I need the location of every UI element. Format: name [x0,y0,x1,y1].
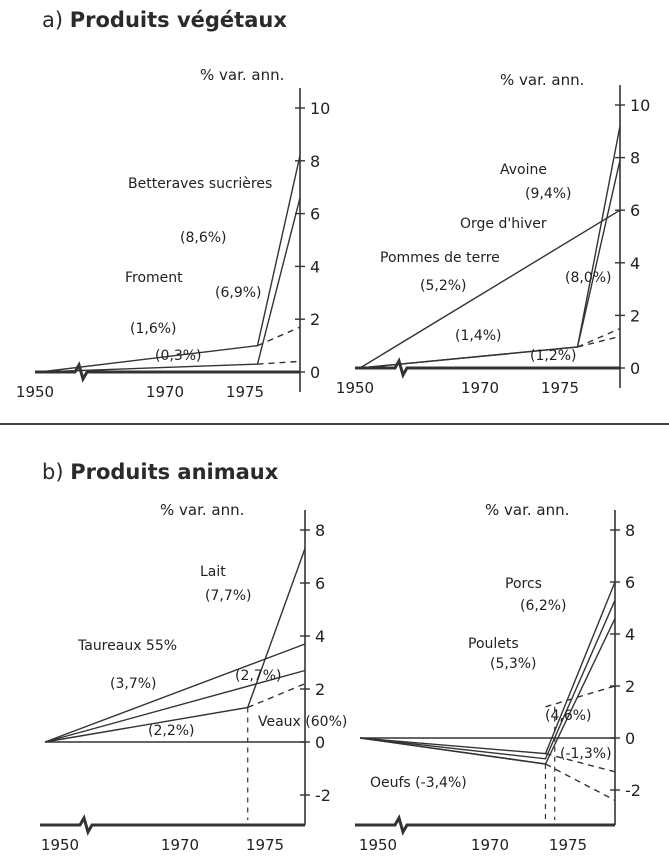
section-a-title: a) Produits végétaux [42,8,287,32]
anim_right-annotation: (-1,3%) [560,746,612,762]
veg_right-annotation: (1,2%) [530,348,577,364]
veg_right-ytick-label: 8 [630,149,640,168]
veg_right-xtick-label: 1950 [336,379,374,397]
anim_left-ytick-label: 8 [315,521,325,540]
veg_right-series-line [359,209,621,369]
veg_right-series-line [577,335,621,348]
anim_left-ytick-label: 2 [315,680,325,699]
veg_right-series-line [577,327,621,348]
veg_left-ytick-label: 10 [310,99,330,118]
anim_right-ytick-label: 8 [625,521,635,540]
anim_left-annotation: (3,7%) [110,676,157,692]
anim_right-ylabel: % var. ann. [485,501,569,519]
anim_right-xtick-label: 1970 [471,836,509,854]
anim_left-ytick-label: 6 [315,574,325,593]
veg_left-xtick-label: 1970 [146,383,184,401]
anim_right-ytick-label: 6 [625,573,635,592]
anim_right-series-line [359,737,546,765]
veg_left-ytick-label: 2 [310,310,320,329]
anim_left-series-line [247,683,306,709]
veg_left-series-name: Froment [125,270,183,286]
veg_left-ytick-label: 6 [310,205,320,224]
anim_left-ylabel: % var. ann. [160,501,244,519]
veg_left-xtick-label: 1975 [226,383,264,401]
anim_right-ytick-label: 0 [625,729,635,748]
anim_left-series-name: Taureaux 55% [77,638,177,654]
anim_right-series-line [359,599,616,760]
anim_right-series-line [545,752,616,773]
veg_right-series-name: Avoine [500,162,547,178]
anim_right-series-line [545,763,616,802]
veg_left-xtick-label: 1950 [16,383,54,401]
veg_left-ytick-label: 8 [310,152,320,171]
veg_left-series-line [257,326,301,347]
anim_right-ytick-label: 2 [625,677,635,696]
anim_right-series-name: Porcs [505,576,542,592]
veg_left-ylabel: % var. ann. [200,66,284,84]
veg_right-xtick-label: 1970 [461,379,499,397]
anim_right-annotation: (4,6%) [545,708,592,724]
section-b-prefix: b) [42,460,64,484]
section-divider [0,423,669,425]
veg_left-annotation: (1,6%) [130,321,177,337]
section-a-name: Produits végétaux [69,8,287,32]
anim_right-xtick-label: 1975 [549,836,587,854]
anim_left-annotation: (7,7%) [205,588,252,604]
veg_left-x-axis [35,361,300,383]
anim_left-series-name: Lait [200,564,226,580]
anim_left-xtick-label: 1970 [161,836,199,854]
anim_left-x-axis [40,814,305,836]
veg_right-ylabel: % var. ann. [500,71,584,89]
veg_right-x-axis [355,357,620,379]
veg_right-annotation: (1,4%) [455,328,502,344]
anim_left-series-name: Veaux (60%) [258,714,347,730]
veg_right-annotation: (5,2%) [420,278,467,294]
anim_left-annotation: (2,7%) [235,668,282,684]
anim_left-annotation: (2,2%) [148,723,195,739]
veg_right-series-name: Orge d'hiver [460,216,547,232]
veg_left-series-name: Betteraves sucrières [128,176,272,192]
veg_left-annotation: (8,6%) [180,230,227,246]
veg_left-ytick-label: 0 [310,363,320,382]
anim_right-series-name: Oeufs (-3,4%) [370,775,467,791]
anim_right-series-line [545,685,616,708]
anim_left-ytick-label: -2 [315,786,331,805]
veg_left-series-line [257,360,301,365]
veg_left-annotation: (0,3%) [155,348,202,364]
veg_right-xtick-label: 1975 [541,379,579,397]
anim_right-ytick-label: -2 [625,781,641,800]
veg_right-ytick-label: 0 [630,359,640,378]
veg_left-annotation: (6,9%) [215,285,262,301]
anim_right-ytick-label: 4 [625,625,635,644]
veg_right-series-name: Pommes de terre [380,250,500,266]
veg_right-annotation: (8,0%) [565,270,612,286]
veg_right-ytick-label: 10 [630,96,650,115]
veg_right-ytick-label: 2 [630,306,640,325]
anim_left-xtick-label: 1975 [246,836,284,854]
veg_right-annotation: (9,4%) [525,186,572,202]
anim_right-series-line [359,581,616,755]
section-b-name: Produits animaux [70,460,279,484]
anim_right-annotation: (6,2%) [520,598,567,614]
anim_right-annotation: (5,3%) [490,656,537,672]
veg_right-ytick-label: 6 [630,201,640,220]
anim_right-xtick-label: 1950 [359,836,397,854]
section-b-title: b) Produits animaux [42,460,278,484]
anim_right-x-axis [355,814,615,836]
anim_left-series-line [44,669,306,743]
anim_left-xtick-label: 1950 [41,836,79,854]
section-a-prefix: a) [42,8,64,32]
veg_left-ytick-label: 4 [310,257,320,276]
anim_left-series-line [44,643,306,743]
anim_right-series-name: Poulets [468,636,519,652]
veg_right-ytick-label: 4 [630,254,640,273]
anim_left-ytick-label: 4 [315,627,325,646]
anim_left-ytick-label: 0 [315,733,325,752]
